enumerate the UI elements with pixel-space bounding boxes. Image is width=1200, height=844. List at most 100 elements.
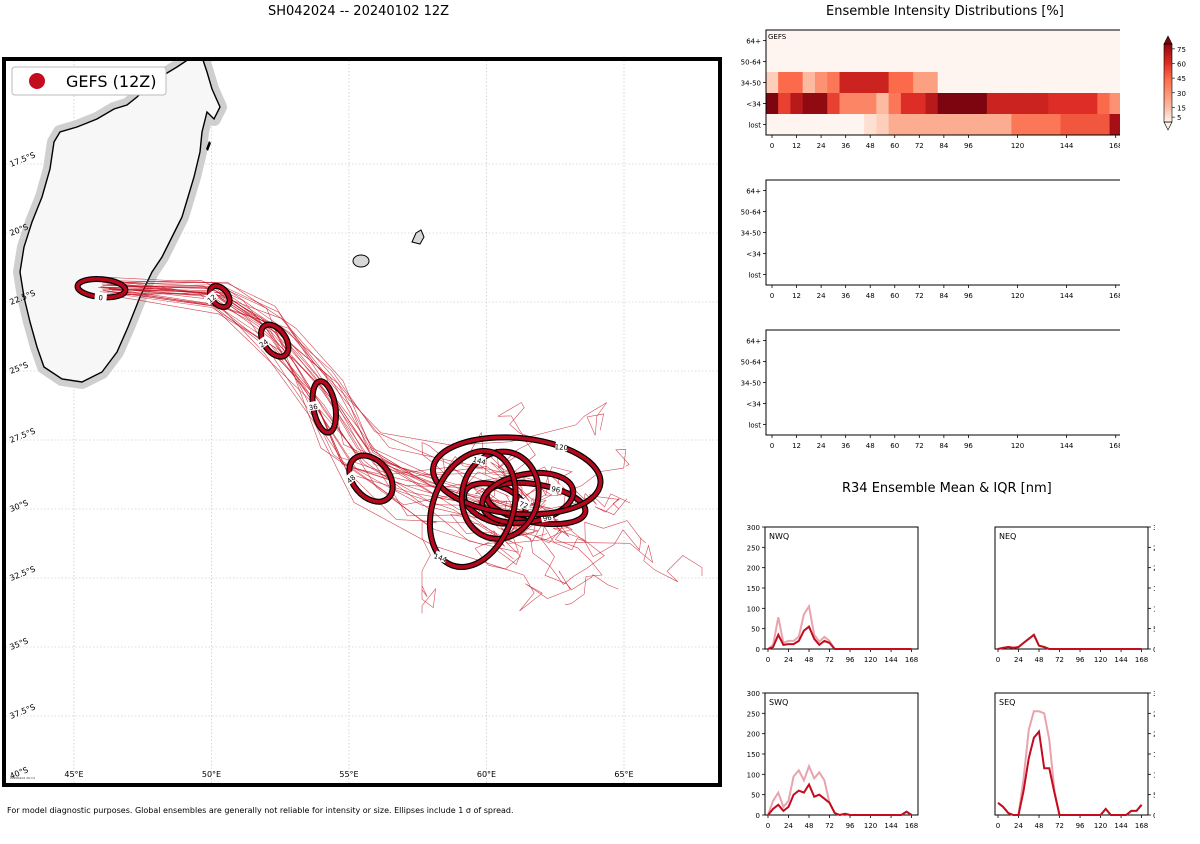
heatmap-cell bbox=[1097, 114, 1111, 136]
ellipse-hour-label: 0 bbox=[98, 294, 103, 302]
x-tick-label: 120 bbox=[864, 822, 877, 830]
heatmap-cell bbox=[864, 30, 877, 52]
heatmap-cell bbox=[876, 72, 890, 94]
heatmap-cell bbox=[999, 93, 1012, 115]
heatmap-cell bbox=[888, 93, 902, 115]
colorbar-segment bbox=[1164, 45, 1172, 49]
x-tick-label: 60 bbox=[890, 292, 899, 300]
heatmap-cell bbox=[1085, 114, 1098, 136]
r34-frame bbox=[764, 692, 919, 816]
heatmap-cell bbox=[827, 114, 841, 136]
y-tick-label: 250 bbox=[747, 544, 760, 552]
quadrant-label: NEQ bbox=[999, 532, 1016, 541]
heatmap-cell bbox=[950, 51, 963, 73]
heatmap-cell bbox=[913, 114, 926, 136]
x-tick-label: 120 bbox=[1011, 292, 1024, 300]
y-tick-label: 200 bbox=[1153, 565, 1155, 573]
x-tick-label: 72 bbox=[915, 292, 924, 300]
x-tick-label: 168 bbox=[905, 822, 918, 830]
x-tick-label: 96 bbox=[846, 656, 855, 664]
colorbar-segment bbox=[1164, 102, 1172, 105]
ellipse-ring bbox=[208, 284, 232, 309]
x-tick-label: 24 bbox=[1014, 656, 1023, 664]
intensity-heatmap-empty-2: 64+ 50-64 34-50 <34 lost 0 12 24 36 48 60 72 84 96 120… bbox=[741, 329, 1120, 450]
colorbar-tick-label: 45 bbox=[1177, 75, 1186, 83]
heatmap-cell bbox=[1072, 114, 1086, 136]
row-label: <34 bbox=[746, 401, 761, 409]
heatmap-cell bbox=[888, 30, 902, 52]
ensemble-track bbox=[100, 291, 522, 570]
x-tick-label: 48 bbox=[1035, 656, 1044, 664]
heatmap-cell bbox=[802, 93, 816, 115]
y-tick-label: 0 bbox=[1153, 646, 1155, 654]
heatmap-cell bbox=[1035, 51, 1049, 73]
x-tick-label: 48 bbox=[805, 656, 814, 664]
heatmap-cell bbox=[802, 72, 816, 94]
ellipse-ring bbox=[428, 449, 518, 569]
row-label: 64+ bbox=[746, 338, 761, 346]
x-tick-label: 0 bbox=[766, 822, 770, 830]
x-tick-label: 72 bbox=[1055, 656, 1064, 664]
row-label: 50-64 bbox=[741, 59, 762, 67]
heatmap-cell bbox=[778, 114, 791, 136]
y-tick-label: 250 bbox=[1153, 544, 1155, 552]
ensemble-track bbox=[111, 285, 438, 614]
row-label: lost bbox=[748, 422, 761, 430]
colorbar-segment bbox=[1164, 75, 1172, 78]
colorbar-segment bbox=[1164, 44, 1172, 47]
heatmap-cell bbox=[766, 72, 779, 94]
r34-frame bbox=[994, 692, 1149, 816]
heatmap-cell bbox=[766, 30, 779, 52]
heatmap-cell bbox=[766, 114, 779, 136]
x-tick-label: 48 bbox=[805, 822, 814, 830]
y-tick-label: 200 bbox=[747, 731, 760, 739]
row-label: 50-64 bbox=[741, 209, 762, 217]
ellipse-ring bbox=[347, 453, 395, 504]
y-tick-label: 250 bbox=[1153, 710, 1155, 718]
colorbar-max-arrow bbox=[1163, 35, 1173, 45]
x-tick-label: 96 bbox=[846, 822, 855, 830]
heatmap-cell bbox=[1085, 72, 1098, 94]
heatmap-cell bbox=[962, 30, 976, 52]
colorbar-segment bbox=[1164, 92, 1172, 96]
lon-label: 50°E bbox=[202, 770, 221, 779]
spread-ellipse: 36 bbox=[306, 378, 339, 436]
heatmap-cell bbox=[802, 51, 816, 73]
heatmap-cell bbox=[802, 30, 816, 52]
ensemble-track bbox=[103, 290, 524, 565]
colorbar-segment bbox=[1164, 47, 1172, 51]
colorbar-segment bbox=[1164, 88, 1172, 92]
x-tick-label: 48 bbox=[866, 442, 875, 450]
x-tick-label: 60 bbox=[890, 142, 899, 150]
ensemble-track bbox=[95, 292, 642, 558]
ensemble-tracks bbox=[94, 277, 703, 614]
heatmap-cell bbox=[913, 30, 926, 52]
y-tick-label: 100 bbox=[1153, 771, 1155, 779]
heatmap-cell bbox=[1023, 114, 1037, 136]
ellipse-label-bg bbox=[203, 290, 219, 306]
heatmap-cell bbox=[913, 51, 926, 73]
x-tick-label: 84 bbox=[939, 292, 948, 300]
spread-ellipse: 24 bbox=[255, 321, 292, 360]
heatmap-cell bbox=[876, 51, 890, 73]
x-tick-label: 24 bbox=[784, 656, 793, 664]
x-tick-label: 0 bbox=[770, 142, 774, 150]
x-tick-label: 84 bbox=[939, 442, 948, 450]
lon-label: 65°E bbox=[614, 770, 633, 779]
heatmap-cell bbox=[1035, 114, 1049, 136]
ensemble-track bbox=[94, 277, 631, 516]
longitude-labels: 45°E 50°E 55°E 60°E 65°E bbox=[64, 770, 633, 779]
heatmap-cell bbox=[814, 93, 828, 115]
x-tick-label: 168 bbox=[1109, 142, 1120, 150]
heatmap-cell bbox=[974, 51, 988, 73]
y-tick-label: 150 bbox=[1153, 751, 1155, 759]
x-tick-label: 24 bbox=[817, 292, 826, 300]
colorbar-segment bbox=[1164, 116, 1172, 119]
spread-ellipse: 144 bbox=[458, 448, 542, 542]
x-tick-label: 120 bbox=[1094, 656, 1107, 664]
heatmap-cell bbox=[790, 93, 804, 115]
colorbar-segment bbox=[1164, 63, 1172, 66]
colorbar-segment bbox=[1164, 57, 1172, 61]
y-tick-label: 150 bbox=[747, 751, 760, 759]
